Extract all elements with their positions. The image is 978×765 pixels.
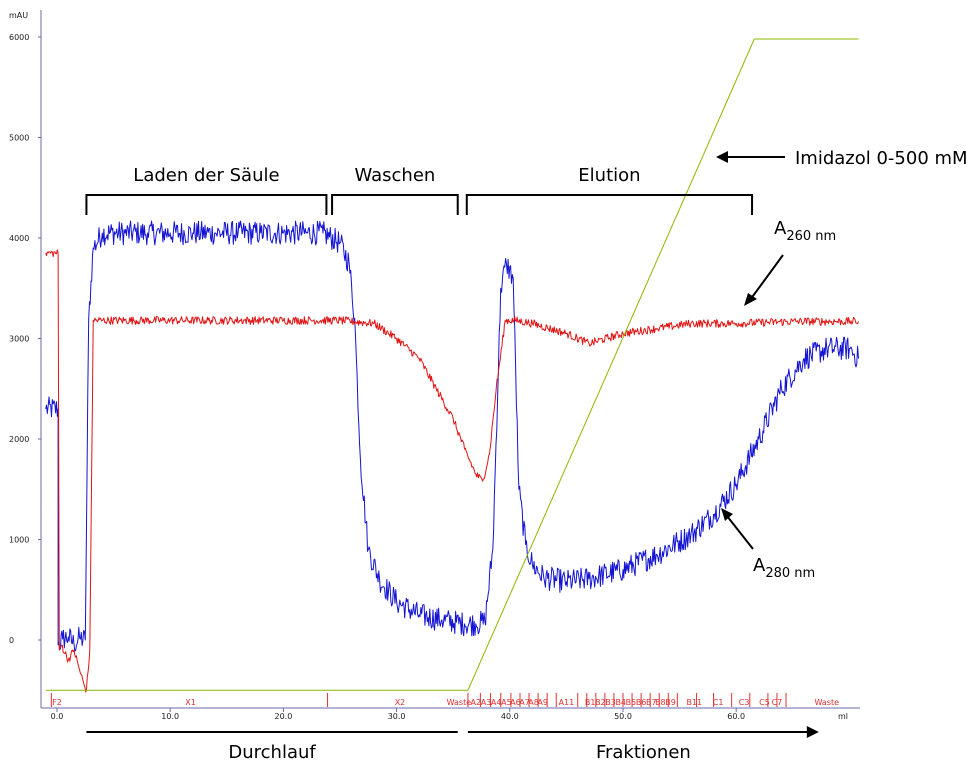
fraction-label: A8 (528, 698, 539, 707)
fraction-label: B3 (605, 698, 616, 707)
fraction-label: F2 (52, 698, 62, 707)
imidazol-pointer-arrowhead (716, 151, 728, 163)
volume-range-label: Fraktionen (596, 742, 691, 763)
x-tick-label: 40.0 (501, 712, 519, 721)
fraction-label: B4 (615, 698, 626, 707)
fraction-label: X2 (395, 698, 406, 707)
fraction-label: A5 (501, 698, 512, 707)
phase-bracket (85, 194, 328, 215)
a280-pointer-arrow-shaft (726, 515, 754, 550)
x-tick-label: 10.0 (161, 712, 179, 721)
fraction-label: C5 (759, 698, 770, 707)
y-tick-label: 5000 (9, 134, 29, 143)
fraction-label: Waste (447, 698, 472, 707)
a260-pointer-arrowhead (744, 293, 757, 306)
fraction-label: A7 (519, 698, 530, 707)
fraction-label: C1 (713, 698, 724, 707)
fraction-label: C7 (772, 698, 783, 707)
fraction-label: A9 (537, 698, 548, 707)
fraction-label: A2 (471, 698, 482, 707)
y-tick-label: 3000 (9, 335, 29, 344)
x-tick-label: 0.0 (51, 712, 64, 721)
fraction-label: B9 (665, 698, 676, 707)
fraction-label: B1 (585, 698, 596, 707)
x-axis-unit-label: ml (838, 712, 848, 721)
fraction-label: Waste (814, 698, 839, 707)
x-tick-label: 60.0 (727, 712, 745, 721)
fraction-label: A6 (510, 698, 521, 707)
phase-bracket (331, 194, 459, 215)
y-tick-label: 1000 (9, 536, 29, 545)
a260-label-main: A (774, 218, 787, 239)
fraction-label: B7 (646, 698, 657, 707)
fraction-label: A11 (559, 698, 575, 707)
series-line-a260-nm (45, 249, 859, 693)
y-tick-label: 6000 (9, 33, 29, 42)
a260-pointer-arrow-shaft (749, 254, 784, 301)
fraction-label: B11 (686, 698, 702, 707)
fraction-label: A4 (491, 698, 502, 707)
x-tick-label: 30.0 (388, 712, 406, 721)
fraction-label: A3 (481, 698, 492, 707)
phase-bracket-label: Laden der Säule (133, 165, 279, 186)
x-tick-label: 20.0 (274, 712, 292, 721)
a260-label: A260 nm (774, 218, 836, 244)
volume-range-label: Durchlauf (228, 742, 316, 763)
volume-range-arrowhead (806, 726, 819, 738)
phase-bracket-label: Waschen (354, 165, 435, 186)
fraction-label: C3 (739, 698, 750, 707)
y-tick-label: 2000 (9, 435, 29, 444)
fraction-label: B8 (655, 698, 666, 707)
fraction-label: B5 (626, 698, 637, 707)
fraction-label: B2 (595, 698, 606, 707)
fraction-label: B6 (636, 698, 647, 707)
a260-label-subscript: 260 nm (786, 229, 836, 244)
a280-label: A280 nm (753, 555, 815, 581)
imidazol-gradient-label: Imidazol 0-500 mM (795, 148, 968, 169)
series-line-imidazol-0-500-mm (45, 38, 859, 691)
a280-label-subscript: 280 nm (765, 566, 815, 581)
series-line-a280-nm (45, 220, 859, 652)
fraction-label: X1 (185, 698, 196, 707)
a280-pointer-arrowhead (721, 508, 733, 521)
y-tick-label: 4000 (9, 234, 29, 243)
y-tick-label: 0 (9, 636, 14, 645)
x-tick-label: 50.0 (614, 712, 632, 721)
y-axis-unit-label: mAU (9, 11, 28, 20)
a280-label-main: A (753, 555, 766, 576)
phase-bracket-label: Elution (578, 165, 640, 186)
phase-bracket (465, 194, 754, 215)
